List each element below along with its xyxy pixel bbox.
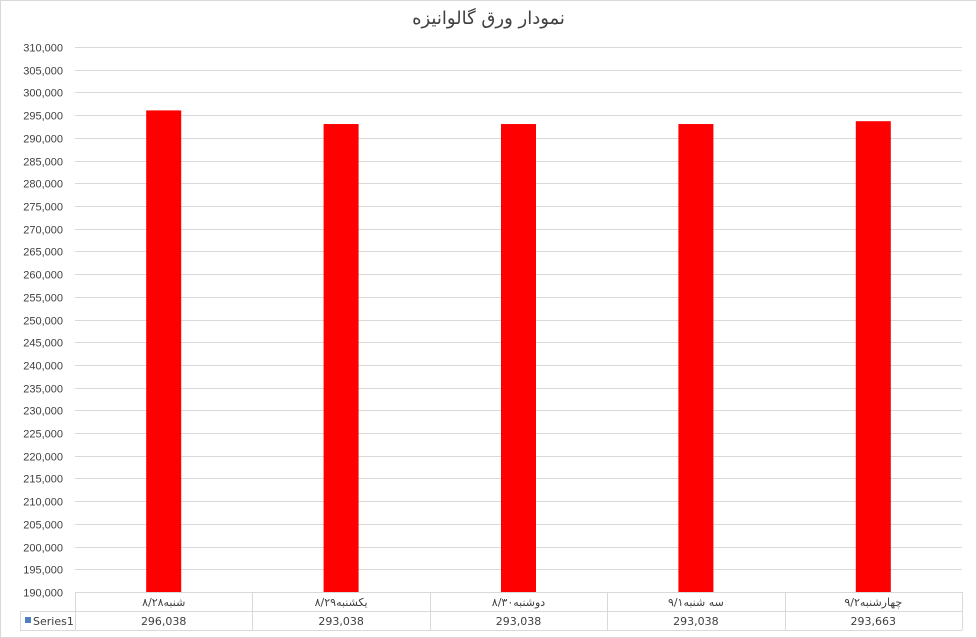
data-table-value: 293,038 bbox=[318, 615, 364, 628]
legend-key-icon bbox=[25, 617, 31, 623]
y-tick-label: 220,000 bbox=[23, 452, 63, 464]
y-tick-label: 310,000 bbox=[23, 43, 63, 55]
y-tick-label: 295,000 bbox=[23, 111, 63, 123]
bar bbox=[146, 110, 182, 592]
y-tick-label: 235,000 bbox=[23, 384, 63, 396]
bar bbox=[323, 124, 359, 592]
y-tick-label: 200,000 bbox=[23, 543, 63, 555]
y-tick-label: 300,000 bbox=[23, 88, 63, 100]
y-tick-label: 190,000 bbox=[23, 588, 63, 600]
category-label: یکشنبه۸/۲۹ bbox=[315, 596, 368, 609]
y-tick-label: 290,000 bbox=[23, 134, 63, 146]
y-tick-label: 265,000 bbox=[23, 247, 63, 259]
data-table-value: 293,663 bbox=[851, 615, 897, 628]
y-tick-label: 260,000 bbox=[23, 270, 63, 282]
y-tick-label: 230,000 bbox=[23, 406, 63, 418]
y-tick-label: 245,000 bbox=[23, 338, 63, 350]
bar bbox=[855, 121, 891, 592]
bar bbox=[501, 124, 536, 592]
bar bbox=[678, 124, 714, 592]
y-tick-label: 285,000 bbox=[23, 157, 63, 169]
data-table-value: 296,038 bbox=[141, 615, 187, 628]
y-tick-label: 205,000 bbox=[23, 520, 63, 532]
category-label: چهارشنبه۹/۲ bbox=[844, 596, 902, 609]
data-table-value: 293,038 bbox=[496, 615, 542, 628]
y-tick-label: 275,000 bbox=[23, 202, 63, 214]
y-tick-label: 215,000 bbox=[23, 474, 63, 486]
y-tick-label: 195,000 bbox=[23, 565, 63, 577]
category-label: دوشنبه۸/۳۰ bbox=[492, 596, 546, 609]
category-label: سه شنبه۹/۱ bbox=[668, 596, 724, 609]
data-table-value: 293,038 bbox=[673, 615, 719, 628]
y-tick-label: 210,000 bbox=[23, 497, 63, 509]
category-label: شنبه۸/۲۸ bbox=[142, 596, 185, 609]
y-tick-label: 255,000 bbox=[23, 293, 63, 305]
y-tick-label: 240,000 bbox=[23, 361, 63, 373]
chart-title: نمودار ورق گالوانیزه bbox=[412, 8, 565, 29]
y-tick-label: 305,000 bbox=[23, 66, 63, 78]
legend-series-label: Series1 bbox=[33, 615, 74, 628]
y-tick-label: 270,000 bbox=[23, 225, 63, 237]
y-tick-label: 225,000 bbox=[23, 429, 63, 441]
y-tick-label: 250,000 bbox=[23, 316, 63, 328]
y-tick-label: 280,000 bbox=[23, 179, 63, 191]
